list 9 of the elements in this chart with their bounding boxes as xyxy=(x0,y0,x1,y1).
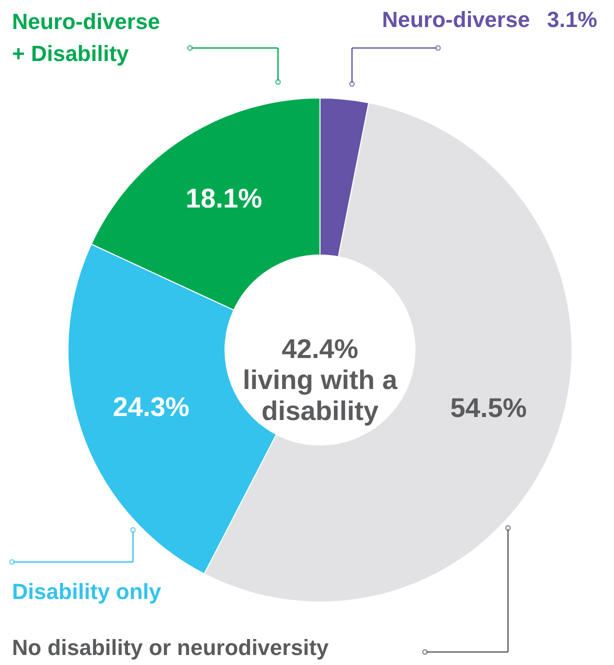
data-label: 18.1% xyxy=(186,184,262,214)
legend-label: Neuro-diverse + Disability xyxy=(12,9,160,66)
text: 42.4% living with a disability xyxy=(242,334,398,426)
slice-label: Neuro-diverse xyxy=(382,7,530,32)
slice-label: Disability only xyxy=(12,579,162,604)
data-label: 54.5% xyxy=(450,392,527,423)
slice-label: No disability or neurodiversity xyxy=(12,635,330,660)
data-label: 24.3% xyxy=(112,392,190,422)
data-label: 3.1% xyxy=(547,7,598,32)
